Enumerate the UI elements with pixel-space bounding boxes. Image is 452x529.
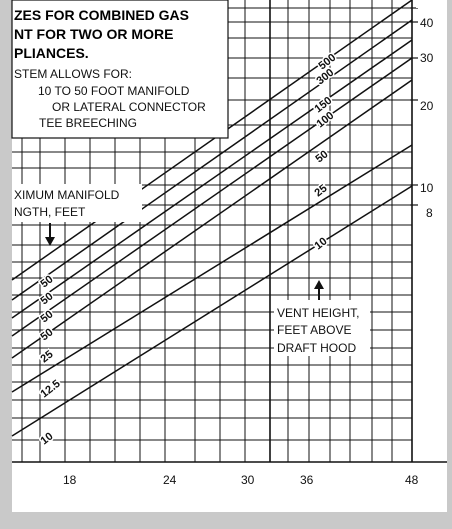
vent-label-line-1: VENT HEIGHT,: [277, 306, 359, 320]
bottom-margin: [12, 512, 447, 529]
manifold-label-line-2: NGTH, FEET: [14, 205, 86, 219]
series-line-4: [11, 79, 413, 359]
note-line-1: STEM ALLOWS FOR:: [14, 67, 132, 81]
note-line-2: 10 TO 50 FOOT MANIFOLD: [38, 84, 190, 98]
manifold-label-line-1: XIMUM MANIFOLD: [14, 188, 120, 202]
y-tick-8: 8: [426, 206, 433, 220]
y-tick-20: 20: [420, 99, 434, 113]
series-line-6: [11, 185, 413, 437]
note-line-4: TEE BREECHING: [39, 116, 137, 130]
x-tick-36: 36: [300, 473, 314, 487]
note-line-3: OR LATERAL CONNECTOR: [52, 100, 206, 114]
title-box: [11, 0, 229, 139]
right-margin: [447, 0, 452, 529]
left-margin: [0, 0, 12, 529]
x-tick-18: 18: [63, 473, 77, 487]
vent-label-box: [274, 300, 370, 356]
vent-label-line-2: FEET ABOVE: [277, 323, 351, 337]
vent-arrow-head: [314, 280, 324, 289]
title-line-1: ZES FOR COMBINED GAS: [14, 7, 189, 23]
x-tick-30: 30: [241, 473, 255, 487]
top-right-tick-patch: [416, 0, 444, 8]
series-line-0: [11, 0, 413, 281]
series-line-3: [11, 57, 413, 337]
vent-label-line-3: DRAFT HOOD: [277, 341, 356, 355]
y-tick-40: 40: [420, 16, 434, 30]
series-line-1: [11, 19, 413, 301]
title-line-2: NT FOR TWO OR MORE: [14, 26, 173, 42]
title-line-3: PLIANCES.: [14, 45, 89, 61]
y-tick-10: 10: [420, 181, 434, 195]
manifold-label-box: [12, 184, 142, 222]
manifold-arrow-head: [45, 237, 55, 246]
y-tick-30: 30: [420, 51, 434, 65]
series-line-5: [11, 144, 413, 393]
x-tick-24: 24: [163, 473, 177, 487]
x-tick-48: 48: [405, 473, 419, 487]
series-line-2: [11, 39, 413, 319]
